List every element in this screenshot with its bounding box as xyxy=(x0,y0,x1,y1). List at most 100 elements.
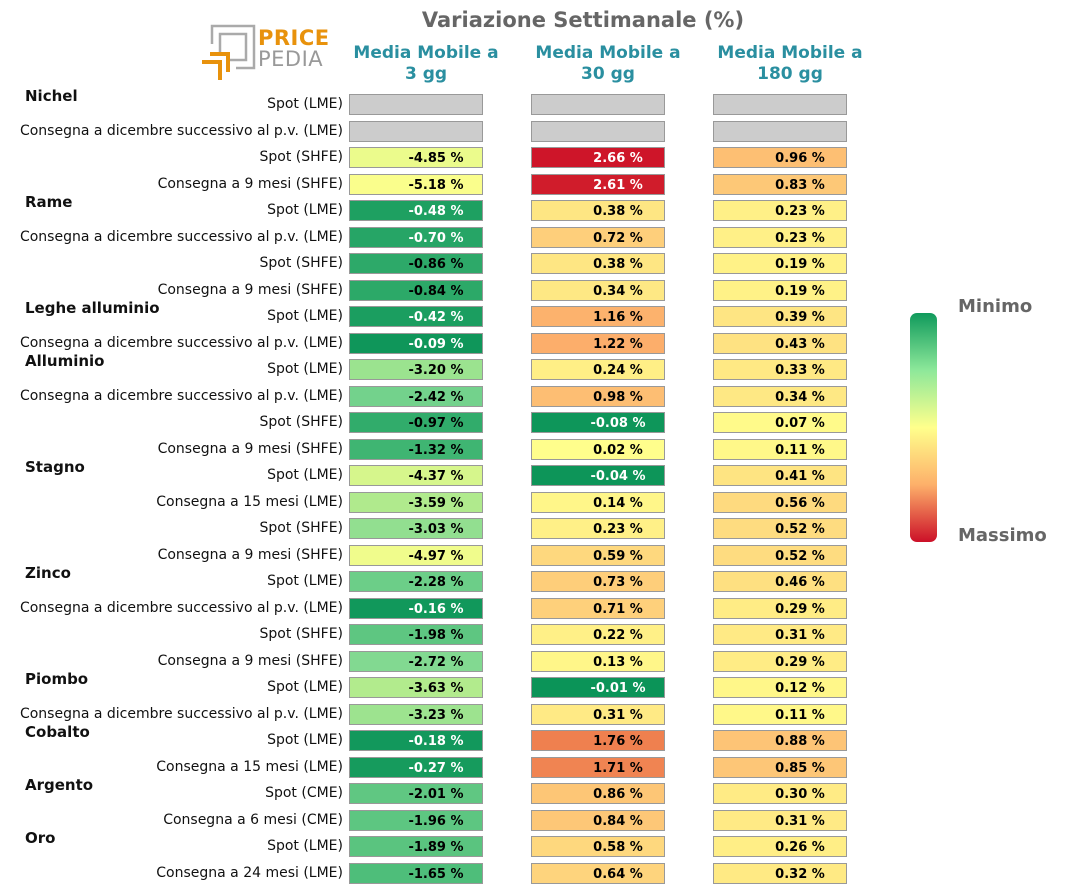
heatmap-cell: 0.24 % xyxy=(531,359,665,380)
heatmap-cell: 0.39 % xyxy=(713,306,847,327)
heatmap-cell: -0.42 % xyxy=(349,306,483,327)
group-label: Piombo xyxy=(25,670,89,688)
group-label: Cobalto xyxy=(25,723,90,741)
pricepedia-logo: PRICE PEDIA xyxy=(200,24,329,82)
heatmap-cell: 0.07 % xyxy=(713,412,847,433)
heatmap-cell: 0.30 % xyxy=(713,783,847,804)
heatmap-cell: 0.43 % xyxy=(713,332,847,354)
row-label: Spot (LME) xyxy=(267,679,343,695)
heatmap-cell: -2.42 % xyxy=(349,385,483,407)
heatmap-cell: 1.16 % xyxy=(531,306,665,327)
heatmap-cell: 0.83 % xyxy=(713,173,847,195)
row-label: Spot (SHFE) xyxy=(259,255,343,271)
column-header-line1: Media Mobile a xyxy=(535,43,681,63)
heatmap-cell: 1.22 % xyxy=(531,332,665,354)
heatmap-cell: 1.76 % xyxy=(531,730,665,751)
heatmap-cell: 0.11 % xyxy=(713,703,847,725)
row-label: Consegna a dicembre successivo al p.v. (… xyxy=(19,387,343,404)
heatmap-cell: 0.71 % xyxy=(531,597,665,619)
heatmap-cell: 0.23 % xyxy=(713,226,847,248)
group-label: Argento xyxy=(25,776,94,794)
row-label: Spot (LME) xyxy=(267,202,343,218)
row-label: Consegna a dicembre successivo al p.v. (… xyxy=(19,228,343,245)
heatmap-cell: 0.41 % xyxy=(713,465,847,486)
heatmap-cell xyxy=(349,94,483,115)
heatmap-cell: -1.89 % xyxy=(349,836,483,857)
heatmap-cell: 2.61 % xyxy=(531,173,665,195)
row-label: Spot (LME) xyxy=(267,361,343,377)
row-label: Consegna a 15 mesi (LME) xyxy=(156,758,343,775)
heatmap-cell: -0.08 % xyxy=(531,412,665,433)
heatmap-cell: -0.18 % xyxy=(349,730,483,751)
heatmap-cell: 0.34 % xyxy=(713,385,847,407)
group-label: Alluminio xyxy=(25,352,105,370)
heatmap-cell: 0.58 % xyxy=(531,836,665,857)
heatmap-cell: -1.98 % xyxy=(349,624,483,645)
column-header-line2: 3 gg xyxy=(404,64,448,84)
heatmap-cell: -0.09 % xyxy=(349,332,483,354)
legend-min-label: Minimo xyxy=(958,296,1033,317)
heatmap-cell: 0.31 % xyxy=(713,624,847,645)
row-label: Spot (CME) xyxy=(265,785,343,801)
row-label: Spot (SHFE) xyxy=(259,414,343,430)
legend-max-label: Massimo xyxy=(958,525,1047,546)
heatmap-cell: 1.71 % xyxy=(531,756,665,778)
logo-icon xyxy=(202,24,256,80)
heatmap-cell: 0.86 % xyxy=(531,783,665,804)
row-label: Consegna a dicembre successivo al p.v. (… xyxy=(19,705,343,722)
heatmap-cell: 0.96 % xyxy=(713,147,847,168)
group-label: Nichel xyxy=(25,87,78,105)
column-header-line2: 180 gg xyxy=(757,64,823,84)
heatmap-cell: -0.70 % xyxy=(349,226,483,248)
heatmap-cell: -4.37 % xyxy=(349,465,483,486)
heatmap-cell: 0.31 % xyxy=(531,703,665,725)
row-label: Spot (LME) xyxy=(267,838,343,854)
heatmap-cell: -3.59 % xyxy=(349,491,483,513)
heatmap-cell: 0.02 % xyxy=(531,438,665,460)
row-label: Spot (SHFE) xyxy=(259,520,343,536)
heatmap-cell xyxy=(349,120,483,142)
row-label: Consegna a 24 mesi (LME) xyxy=(156,864,343,881)
heatmap-cell: 0.59 % xyxy=(531,544,665,566)
heatmap-cell: -5.18 % xyxy=(349,173,483,195)
heatmap-cell: 0.38 % xyxy=(531,253,665,274)
heatmap-cell: -0.27 % xyxy=(349,756,483,778)
heatmap-cell: -3.23 % xyxy=(349,703,483,725)
column-header-line1: Media Mobile a xyxy=(717,43,863,63)
heatmap-cell: -4.85 % xyxy=(349,147,483,168)
row-label: Spot (SHFE) xyxy=(259,149,343,165)
heatmap-cell: -2.28 % xyxy=(349,571,483,592)
heatmap-cell: 0.11 % xyxy=(713,438,847,460)
heatmap-cell: -1.32 % xyxy=(349,438,483,460)
heatmap-cell xyxy=(531,94,665,115)
heatmap-cell: 0.22 % xyxy=(531,624,665,645)
heatmap-cell: 0.46 % xyxy=(713,571,847,592)
row-label: Spot (SHFE) xyxy=(259,626,343,642)
row-label: Spot (LME) xyxy=(267,96,343,112)
heatmap-cell: -0.48 % xyxy=(349,200,483,221)
heatmap-cell: 0.52 % xyxy=(713,544,847,566)
heatmap-cell: 0.56 % xyxy=(713,491,847,513)
heatmap-cell: 0.64 % xyxy=(531,862,665,884)
row-label: Consegna a dicembre successivo al p.v. (… xyxy=(19,599,343,616)
color-scale-bar xyxy=(910,313,937,542)
logo-text-price: PRICE xyxy=(258,26,330,50)
heatmap-cell: 0.33 % xyxy=(713,359,847,380)
heatmap-cell: -4.97 % xyxy=(349,544,483,566)
column-header-30gg: Media Mobile a 30 gg xyxy=(518,43,698,85)
heatmap-cell: -2.01 % xyxy=(349,783,483,804)
heatmap-cell: -0.97 % xyxy=(349,412,483,433)
group-label: Leghe alluminio xyxy=(25,299,160,317)
heatmap-cell: 0.88 % xyxy=(713,730,847,751)
column-header-180gg: Media Mobile a 180 gg xyxy=(700,43,880,85)
column-header-line2: 30 gg xyxy=(581,64,635,84)
heatmap-cell: 0.84 % xyxy=(531,809,665,831)
heatmap-cell: -2.72 % xyxy=(349,650,483,672)
logo-text-pedia: PEDIA xyxy=(258,47,324,71)
heatmap-cell: 0.38 % xyxy=(531,200,665,221)
heatmap-cell: -0.01 % xyxy=(531,677,665,698)
heatmap-cell: 0.72 % xyxy=(531,226,665,248)
heatmap-cell: -1.96 % xyxy=(349,809,483,831)
heatmap-cell: -0.84 % xyxy=(349,279,483,301)
heatmap-cell: 0.19 % xyxy=(713,253,847,274)
